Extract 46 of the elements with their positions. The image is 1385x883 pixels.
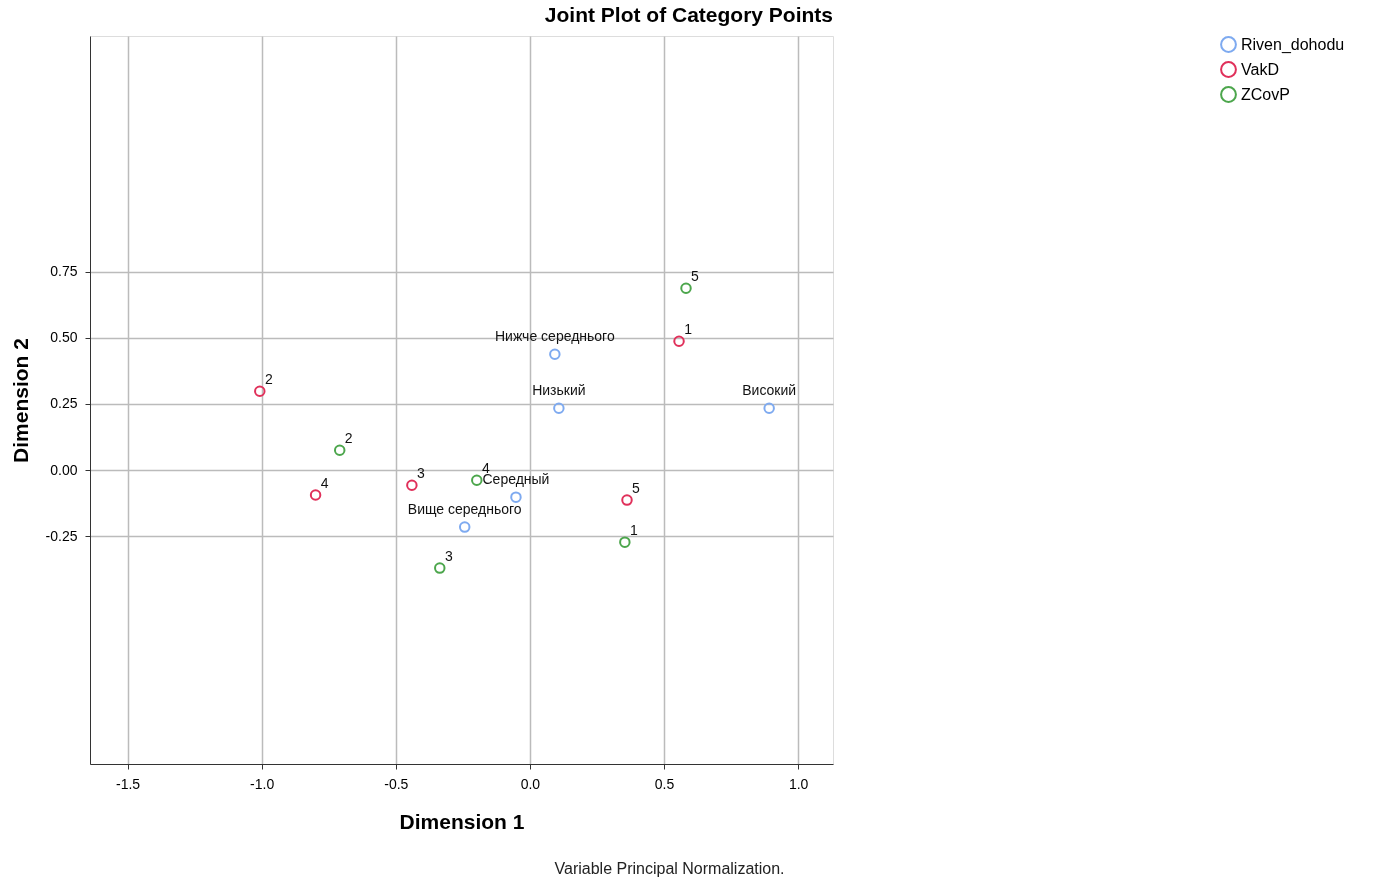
point <box>471 474 483 486</box>
point <box>553 402 565 414</box>
point <box>333 444 346 457</box>
point <box>458 521 471 533</box>
annotation: 3 <box>416 465 425 482</box>
text: Variable Principal Normalization. <box>554 860 785 877</box>
annotation: Високий <box>742 382 797 399</box>
y-tick-label: 0.00 <box>50 461 78 478</box>
x-tick-label: -1.5 <box>115 775 141 792</box>
annotation: Вище середнього <box>407 501 522 518</box>
annotation: 5 <box>691 268 700 285</box>
x-tick-label: -1.0 <box>250 775 275 792</box>
legend-label: Riven_dohodu <box>1241 35 1345 54</box>
y-tick-label: 0.25 <box>50 395 78 412</box>
annotation: 5 <box>632 480 641 497</box>
annotation: 2 <box>264 371 273 388</box>
point <box>619 536 631 548</box>
annotation: Низький <box>532 382 586 399</box>
annotation: Нижче середнього <box>494 328 615 345</box>
chart-title: Joint Plot of Category Points <box>544 3 833 26</box>
x-tick-label: 0.5 <box>654 775 675 792</box>
annotation: 4 <box>320 475 329 492</box>
point <box>434 562 446 574</box>
annotation: 1 <box>629 522 638 539</box>
y-axis-title: Dimension 2 <box>8 338 32 463</box>
y-tick-label: -0.25 <box>45 527 78 544</box>
legend-label: VakD <box>1241 60 1279 78</box>
point <box>510 491 522 503</box>
point <box>621 494 633 506</box>
point <box>673 335 685 347</box>
point <box>763 402 775 414</box>
y-tick-label: 0.75 <box>50 263 78 280</box>
y-tick-label: 0.50 <box>50 329 78 346</box>
point <box>309 489 322 501</box>
x-tick-label: -0.5 <box>384 775 409 792</box>
x-tick-label: 0.0 <box>520 775 541 792</box>
x-tick-label: 1.0 <box>788 775 809 792</box>
x-axis-title: Dimension 1 <box>399 809 525 833</box>
point <box>549 348 561 360</box>
point <box>680 282 692 295</box>
annotation: 3 <box>444 548 453 565</box>
annotation: 2 <box>344 430 353 447</box>
point <box>254 385 266 397</box>
annotation: 1 <box>684 321 693 338</box>
legend-label: ZCovP <box>1241 85 1290 103</box>
point <box>406 479 418 491</box>
